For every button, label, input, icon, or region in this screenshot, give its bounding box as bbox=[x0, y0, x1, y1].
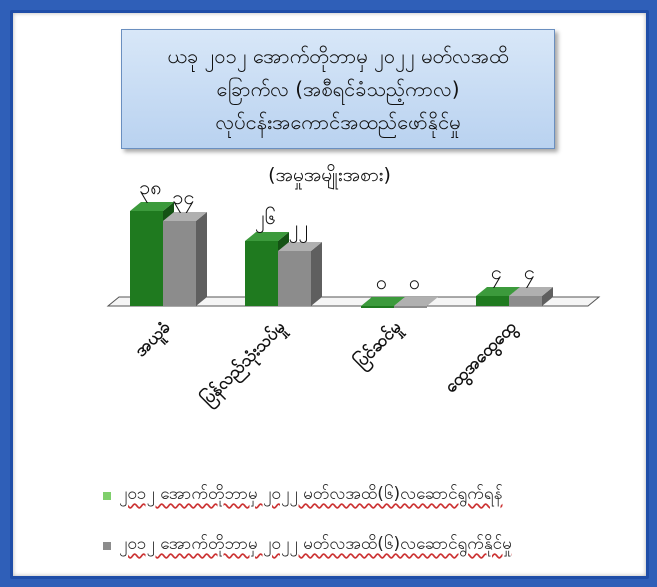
bar-front bbox=[245, 241, 278, 306]
bar-top bbox=[476, 287, 520, 296]
legend-item-1: ၂၀၁၂ အောက်တိုဘာမှ ၂၀၂၂ မတ်လအထိ(၆)လဆောင်ရ… bbox=[103, 483, 502, 508]
legend-label-1: ၂၀၁၂ အောက်တိုဘာမှ ၂၀၂၂ မတ်လအထိ(၆)လဆောင်ရ… bbox=[119, 484, 503, 504]
chart-title-box: ယခု ၂၀၁၂ အောက်တိုဘာမှ ၂၀၂၂ မတ်လအထိ ခြောက… bbox=[121, 29, 555, 149]
legend-label-2: ၂၀၁၂ အောက်တိုဘာမှ ၂၀၂၂ မတ်လအထိ(၆)လဆောင်ရ… bbox=[119, 534, 512, 554]
bar-front bbox=[361, 306, 394, 308]
bar-value-label: ၄ bbox=[524, 260, 535, 288]
bar-value-label: ၄ bbox=[491, 260, 502, 288]
chart-subtitle: (အမှုအမျိုးအစား) bbox=[268, 164, 391, 186]
bar-value-label: ၃၄ bbox=[172, 185, 195, 213]
bar-front bbox=[163, 221, 196, 306]
bar-front bbox=[130, 211, 163, 306]
bar-value-label: ၀ bbox=[376, 270, 387, 294]
category-label: အယူခံ bbox=[131, 317, 178, 364]
chart-title-line-2: ခြောက်လ (အစီရင်ခံသည့်ကာလ) bbox=[216, 76, 460, 101]
bar-top bbox=[361, 297, 405, 306]
bar-side bbox=[542, 287, 553, 306]
category-label: ပြင်ဆင်မှု bbox=[349, 315, 409, 375]
bar-value-label: ၀ bbox=[409, 270, 420, 294]
bar-top bbox=[163, 212, 207, 221]
bar-value-label: ၃၈ bbox=[139, 175, 162, 203]
category-label: ထွေအထွေထွေ bbox=[441, 317, 524, 400]
bar-top bbox=[245, 232, 289, 241]
bar-side bbox=[311, 242, 322, 306]
bar-top bbox=[394, 297, 438, 306]
legend-swatch-1 bbox=[103, 491, 111, 500]
bar-value-label: ၂၆ bbox=[255, 205, 276, 233]
bar-top bbox=[278, 242, 322, 251]
category-label: ပြန်လည်သုံးသပ်မှု bbox=[195, 315, 292, 412]
chart-frame: ယခု ၂၀၁၂ အောက်တိုဘာမှ ၂၀၂၂ မတ်လအထိ ခြောက… bbox=[10, 10, 649, 579]
bar-front bbox=[278, 251, 311, 306]
bar-side bbox=[196, 212, 207, 306]
bar-top bbox=[509, 287, 553, 296]
bar-value-label: ၂၂ bbox=[289, 215, 309, 243]
legend-swatch-2 bbox=[103, 541, 111, 550]
bar-front bbox=[394, 306, 427, 308]
bar-front bbox=[509, 296, 542, 306]
bar-front bbox=[476, 296, 509, 306]
chart-title-line-3: လုပ်ငန်းအကောင်အထည်ဖော်နိုင်မှု bbox=[215, 109, 461, 134]
chart-title-line-1: ယခု ၂၀၁၂ အောက်တိုဘာမှ ၂၀၂၂ မတ်လအထိ bbox=[167, 43, 509, 68]
legend-item-2: ၂၀၁၂ အောက်တိုဘာမှ ၂၀၂၂ မတ်လအထိ(၆)လဆောင်ရ… bbox=[103, 533, 512, 558]
bar-top bbox=[130, 202, 174, 211]
